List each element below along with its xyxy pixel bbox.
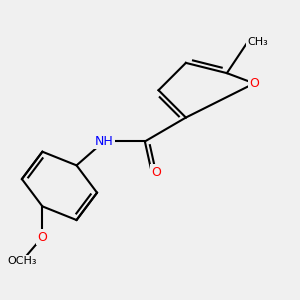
Text: O: O <box>152 166 162 179</box>
Text: O: O <box>38 231 47 244</box>
Text: NH: NH <box>94 135 113 148</box>
Text: O: O <box>249 77 259 90</box>
Text: OCH₃: OCH₃ <box>7 256 37 266</box>
Text: CH₃: CH₃ <box>248 38 268 47</box>
